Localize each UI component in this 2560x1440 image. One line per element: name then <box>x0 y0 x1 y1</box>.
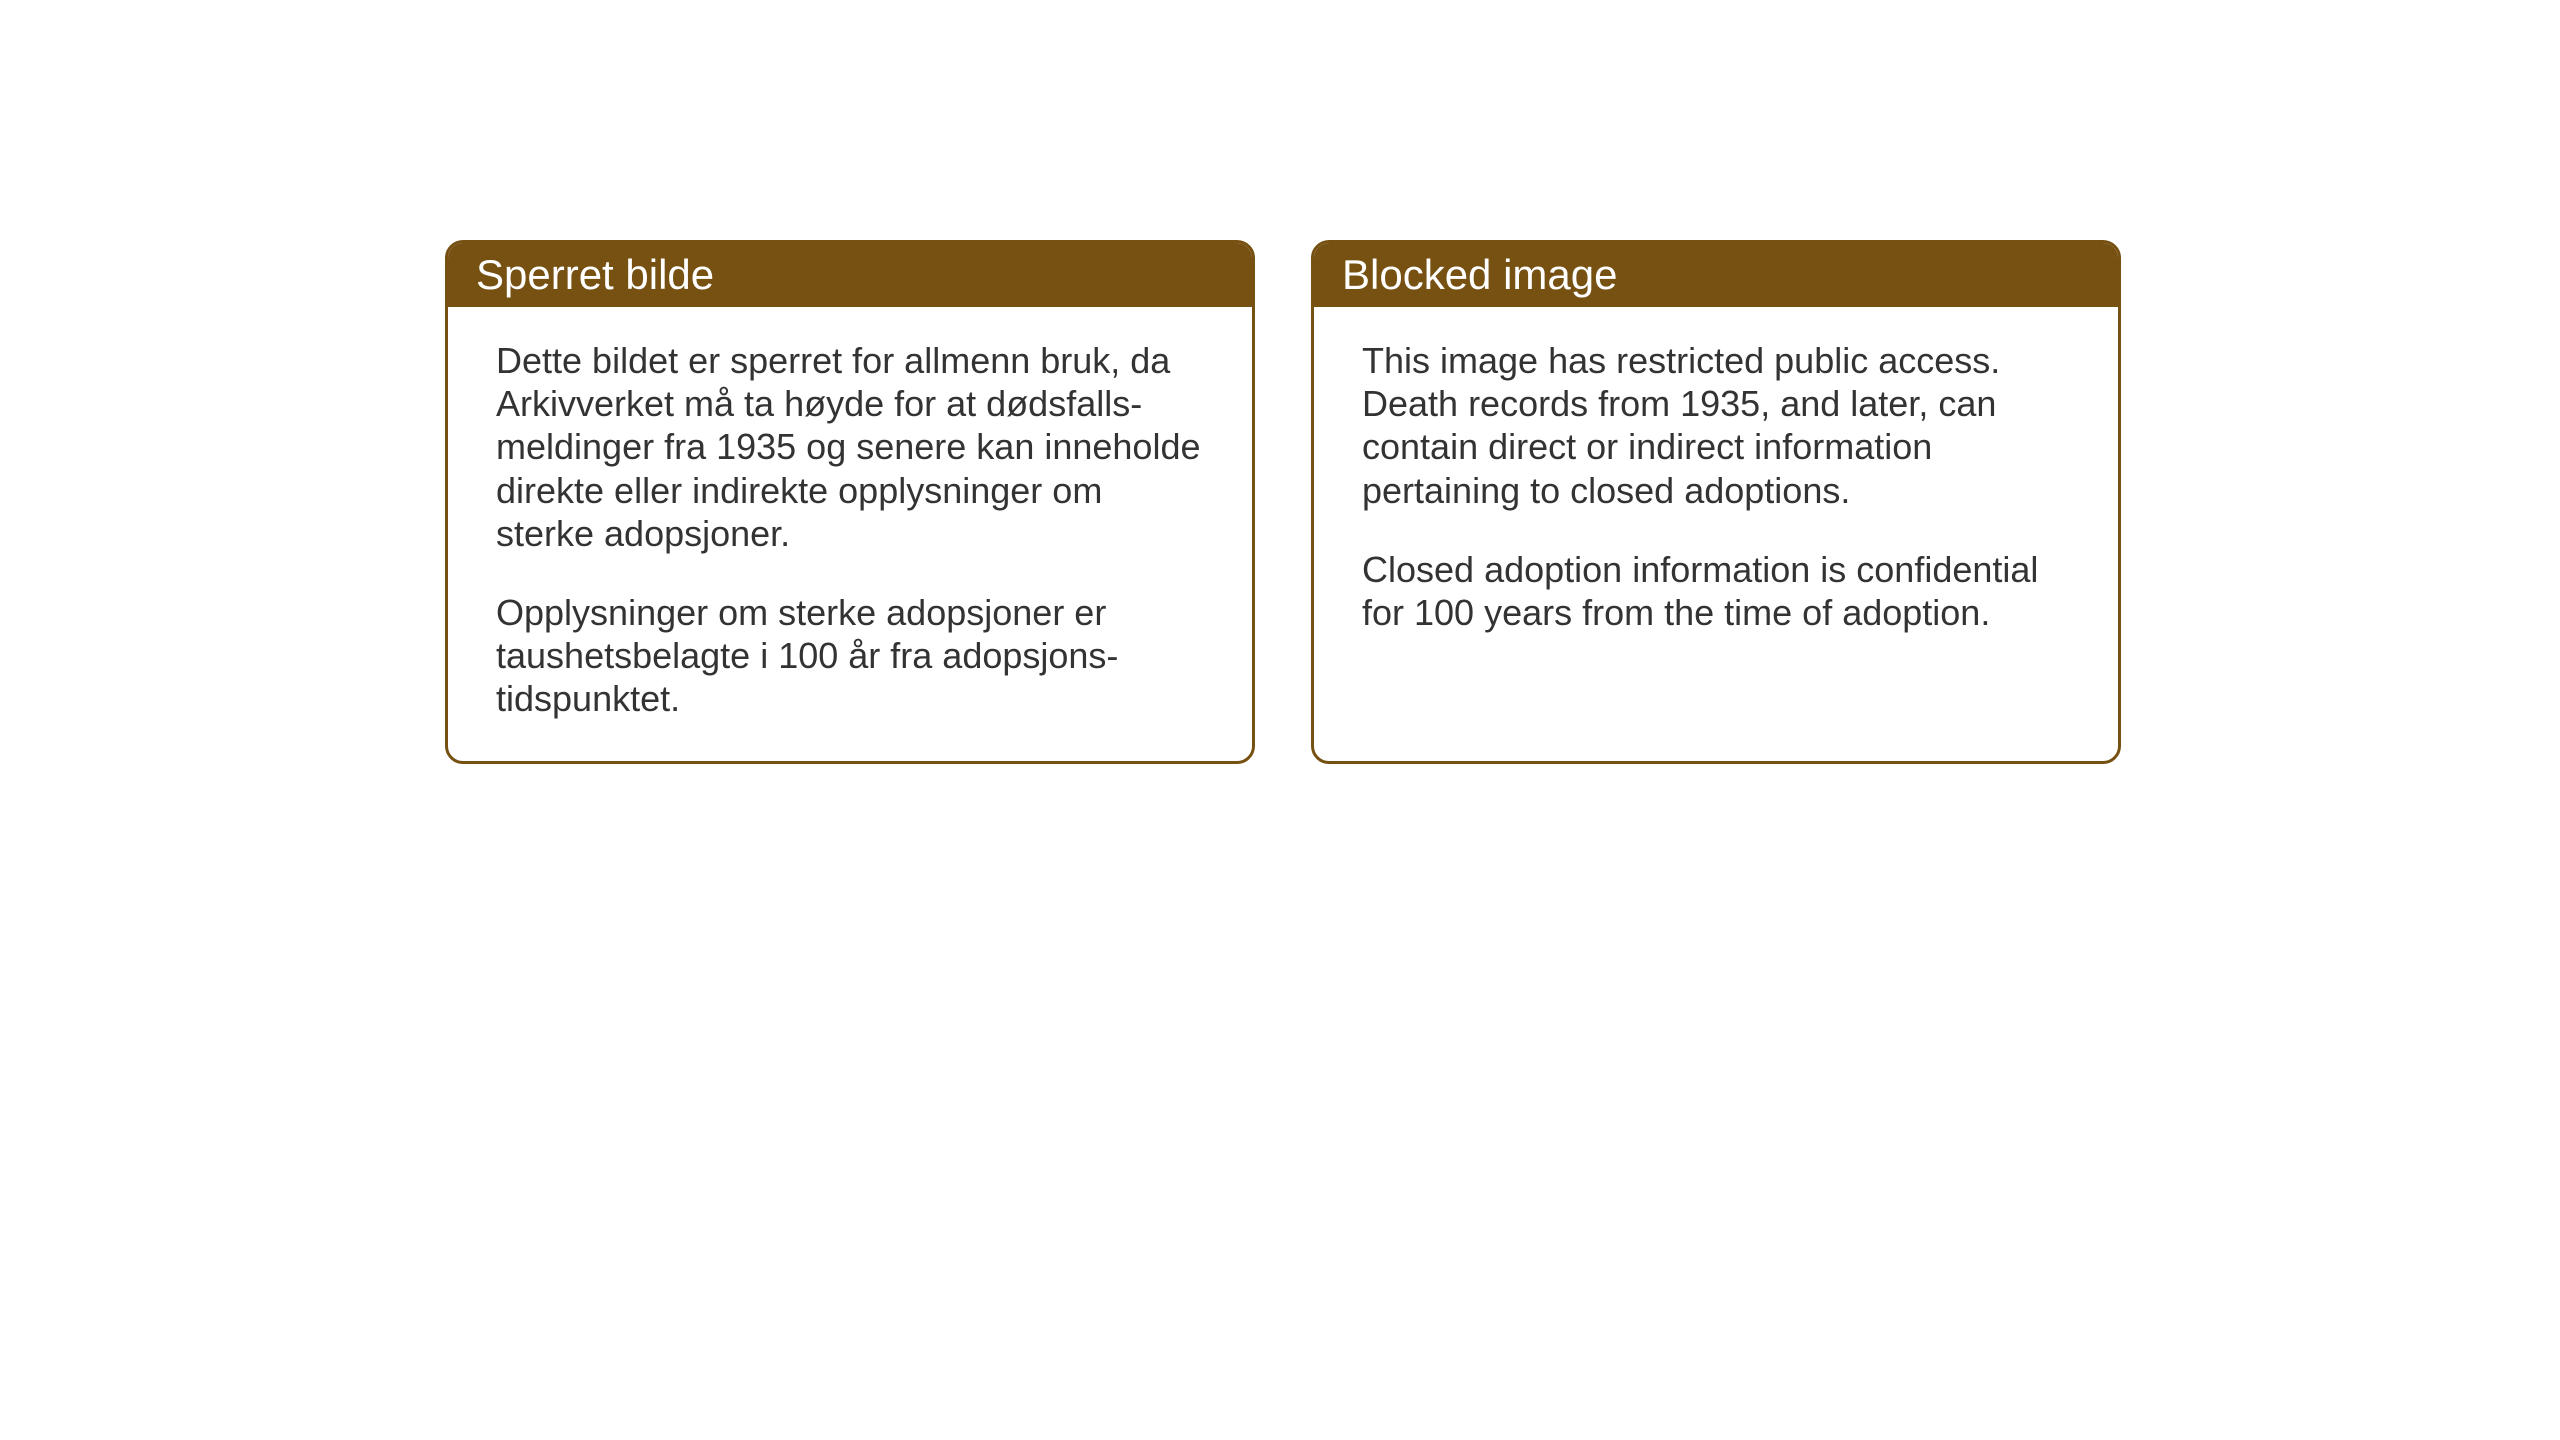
norwegian-notice-card: Sperret bilde Dette bildet er sperret fo… <box>445 240 1255 764</box>
norwegian-card-body: Dette bildet er sperret for allmenn bruk… <box>448 307 1252 761</box>
norwegian-card-title: Sperret bilde <box>448 243 1252 307</box>
english-notice-card: Blocked image This image has restricted … <box>1311 240 2121 764</box>
english-paragraph-2: Closed adoption information is confident… <box>1362 548 2070 634</box>
english-paragraph-1: This image has restricted public access.… <box>1362 339 2070 512</box>
english-card-title: Blocked image <box>1314 243 2118 307</box>
notice-cards-container: Sperret bilde Dette bildet er sperret fo… <box>445 240 2121 764</box>
norwegian-paragraph-2: Opplysninger om sterke adopsjoner er tau… <box>496 591 1204 721</box>
english-card-body: This image has restricted public access.… <box>1314 307 2118 737</box>
norwegian-paragraph-1: Dette bildet er sperret for allmenn bruk… <box>496 339 1204 555</box>
